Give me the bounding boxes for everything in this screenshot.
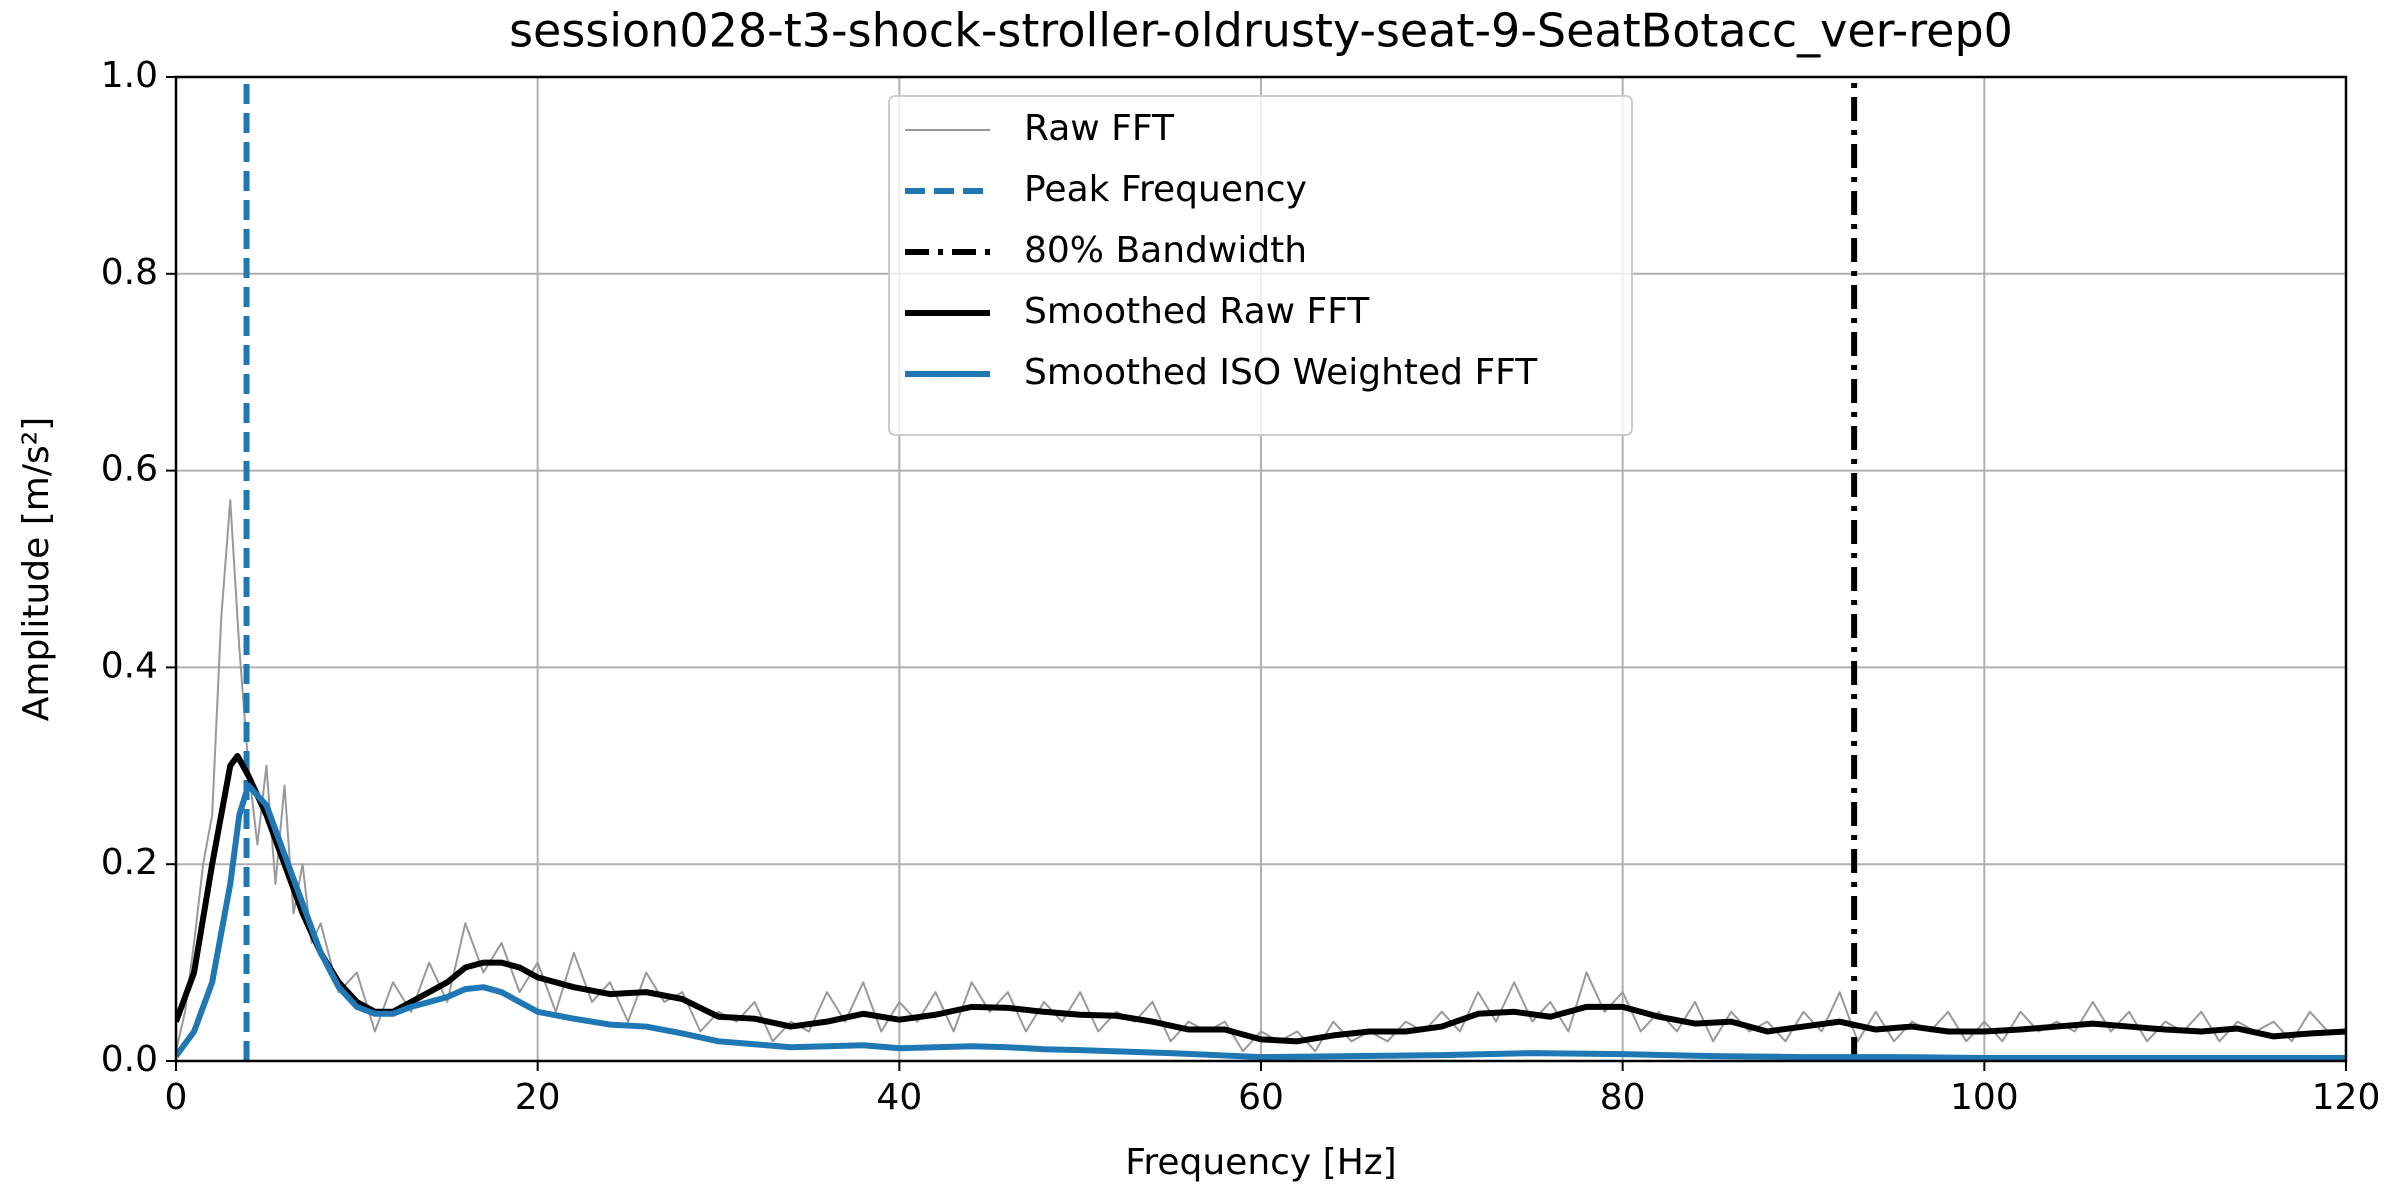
chart-title: session028-t3-shock-stroller-oldrusty-se… [509,4,2013,58]
x-tick-label: 0 [165,1077,188,1118]
x-tick-label: 100 [1950,1077,2019,1118]
legend-label: 80% Bandwidth [1024,230,1307,271]
axes-frame [174,75,2348,1063]
y-tick-label: 0.4 [101,645,158,686]
y-tick-label: 1.0 [101,55,158,96]
x-tick-label: 80 [1600,1077,1646,1118]
y-tick-label: 0.6 [101,449,158,490]
x-tick-label: 60 [1238,1077,1284,1118]
legend-box [888,95,1633,436]
legend-label: Peak Frequency [1024,169,1307,210]
x-tick-label: 120 [2312,1077,2381,1118]
y-tick-label: 0.0 [101,1039,158,1080]
legend-label: Raw FFT [1024,108,1175,149]
y-tick-label: 0.2 [101,842,158,883]
x-axis-label: Frequency [Hz] [1125,1142,1396,1183]
x-tick-label: 20 [515,1077,561,1118]
legend-label: Smoothed ISO Weighted FFT [1024,352,1538,393]
y-axis-label: Amplitude [m/s²] [16,417,57,721]
legend-label: Smoothed Raw FFT [1024,291,1370,332]
x-tick-label: 40 [876,1077,922,1118]
series-line [176,782,2346,1061]
y-tick-label: 0.8 [101,252,158,293]
